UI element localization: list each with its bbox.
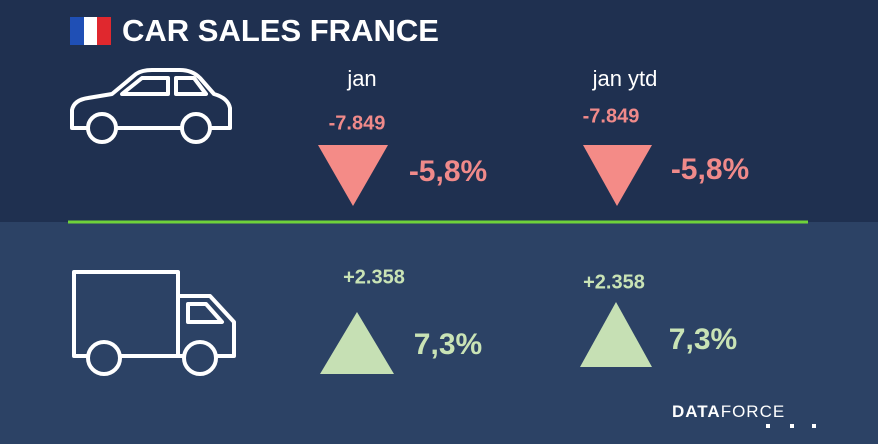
down-arrow bbox=[583, 145, 652, 206]
up-arrow bbox=[320, 312, 394, 374]
truck-icon bbox=[72, 270, 236, 376]
percent-value: 7,3% bbox=[414, 328, 482, 361]
logo-bold: DATA bbox=[672, 402, 721, 421]
down-arrow bbox=[318, 145, 388, 206]
logo-light: FORCE bbox=[721, 402, 786, 421]
percent-value: -5,8% bbox=[671, 153, 749, 186]
logo: DATAFORCE bbox=[672, 402, 785, 421]
car-icon bbox=[70, 68, 232, 144]
up-arrow bbox=[580, 302, 652, 367]
top-panel bbox=[0, 0, 878, 222]
change-value: +2.358 bbox=[583, 271, 645, 293]
title: CAR SALES FRANCE bbox=[122, 13, 439, 48]
flag bbox=[70, 17, 111, 45]
percent-value: 7,3% bbox=[669, 323, 737, 356]
column-header: jan bbox=[346, 66, 376, 91]
logo-dots bbox=[766, 424, 816, 428]
bottom-panel bbox=[0, 222, 878, 444]
change-value: -7.849 bbox=[329, 112, 386, 134]
percent-value: -5,8% bbox=[409, 155, 487, 188]
column-header: jan ytd bbox=[592, 66, 658, 91]
change-value: +2.358 bbox=[343, 266, 405, 288]
change-value: -7.849 bbox=[583, 105, 640, 127]
